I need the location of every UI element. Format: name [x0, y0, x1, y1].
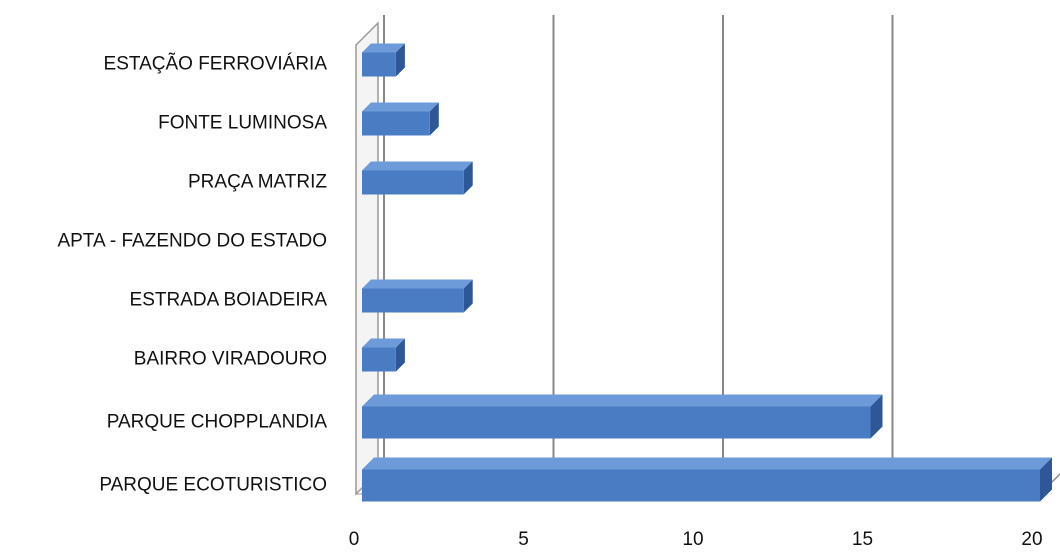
bar: [362, 111, 430, 136]
bar: [362, 406, 871, 439]
bar: [362, 288, 464, 313]
bar-top: [362, 394, 883, 407]
x-tick-label: 20: [1021, 529, 1042, 550]
x-tick-label: 0: [349, 529, 360, 550]
y-tick-label: PRAÇA MATRIZ: [188, 172, 327, 193]
y-tick-label: PARQUE ECOTURISTICO: [99, 475, 327, 496]
y-tick-label: PARQUE CHOPPLANDIA: [107, 412, 328, 433]
y-tick-label: APTA - FAZENDO DO ESTADO: [57, 231, 327, 252]
bar-side: [463, 279, 473, 313]
bar-side: [395, 338, 405, 372]
bar-side: [870, 394, 883, 439]
x-tick-label: 10: [682, 529, 703, 550]
bar-side: [1040, 457, 1052, 502]
y-tick-label: BAIRRO VIRADOURO: [134, 349, 327, 370]
bar: [362, 347, 396, 372]
bar-top: [362, 338, 405, 348]
bar-top: [362, 279, 473, 289]
y-tick-label: ESTAÇÃO FERROVIÁRIA: [104, 53, 328, 75]
bar-side: [429, 102, 439, 136]
bar-side: [463, 161, 473, 195]
bar-side: [395, 43, 405, 77]
bar: [362, 170, 464, 195]
bar-top: [362, 102, 439, 112]
bar: [362, 52, 396, 77]
bar-top: [362, 457, 1052, 470]
x-tick-label: 5: [518, 529, 529, 550]
bar-top: [362, 43, 405, 53]
y-tick-label: FONTE LUMINOSA: [158, 113, 327, 134]
x-tick-label: 15: [852, 529, 873, 550]
bar: [362, 469, 1040, 502]
bar-top: [362, 161, 473, 171]
y-tick-label: ESTRADA BOIADEIRA: [130, 290, 328, 311]
